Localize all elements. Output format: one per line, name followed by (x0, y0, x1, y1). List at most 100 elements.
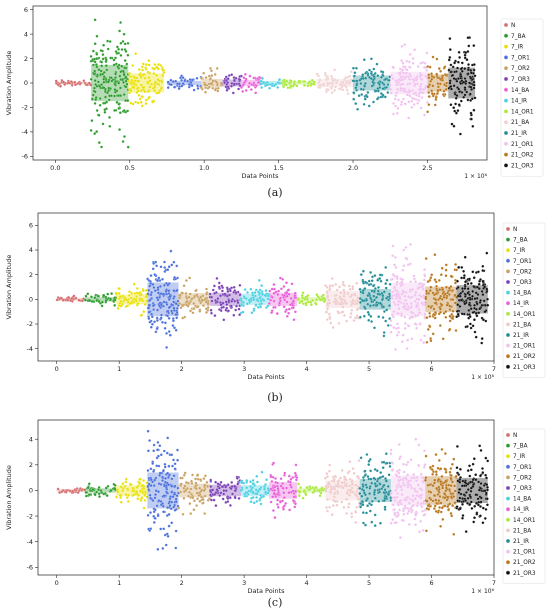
data-point (66, 298, 70, 302)
data-point (294, 489, 298, 493)
data-point (341, 310, 345, 314)
data-point (199, 295, 203, 299)
data-point (357, 94, 361, 98)
data-point (341, 88, 345, 92)
data-point (156, 547, 160, 551)
data-point (128, 75, 132, 78)
data-point (114, 80, 117, 83)
data-point (468, 92, 472, 96)
data-point (102, 70, 106, 74)
data-point (119, 54, 123, 57)
data-point (195, 293, 199, 297)
data-point (105, 68, 109, 72)
data-point (355, 505, 359, 509)
data-point (194, 481, 198, 485)
data-point (102, 80, 106, 84)
data-point (180, 78, 183, 82)
data-point (107, 89, 110, 93)
y-tick-label: 0 (29, 296, 33, 304)
data-point (385, 85, 388, 89)
data-point (231, 492, 234, 496)
data-point (455, 70, 458, 73)
data-point (273, 287, 276, 291)
data-point (391, 518, 395, 521)
data-point (124, 79, 128, 83)
data-point (449, 84, 453, 88)
data-point (422, 465, 426, 469)
data-point (227, 299, 231, 303)
data-point (431, 464, 435, 468)
data-point (109, 76, 113, 80)
data-point (121, 489, 125, 493)
data-point (343, 475, 346, 479)
data-point (423, 65, 426, 69)
series-N (55, 294, 85, 303)
data-point (396, 511, 399, 514)
data-point (173, 467, 177, 471)
data-point (485, 287, 489, 291)
data-point (179, 76, 182, 80)
data-point (413, 476, 416, 480)
data-point (153, 289, 157, 293)
data-point (311, 491, 315, 494)
data-point (405, 59, 409, 63)
data-point (108, 40, 112, 43)
legend-marker (505, 443, 511, 448)
data-point (103, 110, 107, 114)
data-point (261, 297, 265, 301)
data-point (366, 294, 370, 297)
data-point (280, 287, 283, 291)
data-point (217, 308, 221, 311)
data-point (124, 75, 128, 79)
legend-frame (502, 428, 546, 584)
data-point (165, 345, 169, 349)
series-21_OR1 (388, 43, 429, 120)
data-point (180, 84, 184, 88)
data-point (434, 453, 438, 456)
data-point (416, 483, 420, 487)
data-point (467, 303, 471, 307)
data-point (142, 310, 146, 313)
data-point (130, 78, 134, 82)
data-point (340, 300, 343, 304)
data-point (106, 47, 110, 51)
data-point (414, 489, 417, 493)
data-point (161, 469, 165, 473)
data-point (359, 502, 363, 505)
data-point (373, 490, 376, 494)
data-point (361, 73, 365, 77)
data-point (438, 505, 442, 509)
data-point (420, 295, 423, 299)
data-point (154, 73, 158, 77)
data-point (402, 477, 405, 480)
data-point (388, 317, 392, 320)
data-point (429, 306, 433, 309)
data-point (193, 499, 196, 503)
legend-marker (505, 570, 511, 575)
data-point (152, 67, 156, 71)
data-point (397, 330, 401, 334)
data-point (129, 296, 133, 300)
data-point (431, 499, 435, 503)
data-point (455, 268, 458, 272)
data-point (400, 103, 403, 106)
data-point (324, 489, 328, 493)
data-point (117, 81, 121, 85)
data-point (151, 267, 155, 271)
data-point (140, 65, 144, 69)
data-point (251, 296, 255, 300)
data-point (155, 91, 159, 95)
data-point (77, 298, 81, 302)
data-point (292, 492, 296, 495)
data-point (419, 90, 423, 94)
series-core-band (84, 297, 117, 302)
data-point (351, 287, 355, 291)
data-point (142, 479, 146, 482)
data-point (156, 441, 160, 444)
data-point (386, 492, 390, 496)
data-point (322, 293, 325, 297)
data-point (276, 481, 279, 485)
data-point (336, 79, 339, 82)
data-point (152, 470, 155, 473)
